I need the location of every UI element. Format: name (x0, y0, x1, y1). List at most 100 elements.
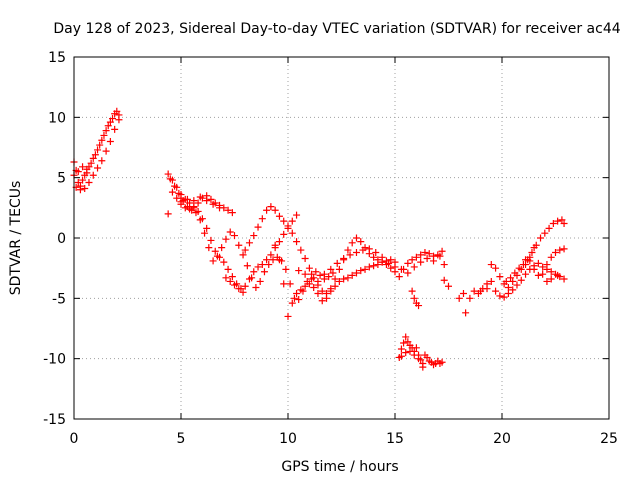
data-point-marker (318, 297, 326, 305)
x-tick-label: 15 (386, 431, 404, 447)
data-point-marker (263, 206, 271, 214)
y-tick-label: -10 (43, 352, 66, 368)
data-point-marker (438, 358, 446, 366)
data-point-marker (254, 263, 262, 271)
data-point-marker (515, 264, 523, 272)
y-tick-label: 5 (57, 171, 66, 187)
data-point-marker (543, 261, 551, 269)
series-arc-c (164, 188, 236, 218)
data-point-marker (275, 256, 283, 264)
data-point-marker (331, 282, 339, 290)
data-point-marker (534, 259, 542, 267)
data-point-marker (186, 199, 194, 207)
data-point-marker (331, 275, 339, 283)
data-point-marker (250, 268, 258, 276)
data-point-marker (252, 283, 260, 291)
data-point-marker (459, 290, 467, 298)
series-arc-early (70, 107, 123, 194)
data-point-marker (445, 282, 452, 290)
data-point-marker (85, 178, 93, 186)
data-point-marker (181, 204, 189, 212)
data-point-marker (554, 271, 562, 279)
data-point-marker (265, 261, 273, 269)
data-point-marker (235, 241, 243, 249)
data-point-marker (556, 246, 564, 254)
data-point-marker (271, 241, 279, 249)
data-point-marker (348, 271, 356, 279)
data-point-marker (218, 244, 226, 252)
data-point-marker (558, 216, 566, 224)
data-point-marker (267, 251, 275, 259)
data-point-marker (537, 234, 545, 242)
data-point-marker (104, 122, 112, 130)
data-point-marker (517, 276, 525, 284)
data-point-marker (402, 333, 410, 341)
data-point-marker (284, 222, 292, 230)
data-point-marker (440, 261, 448, 269)
data-point-marker (168, 188, 176, 196)
data-point-marker (492, 287, 500, 295)
data-point-marker (507, 274, 515, 282)
data-point-marker (305, 280, 313, 288)
data-point-marker (314, 277, 322, 285)
data-point-marker (346, 251, 354, 259)
data-point-marker (89, 154, 97, 162)
data-point-marker (522, 256, 530, 264)
data-point-marker (96, 141, 104, 149)
data-point-marker (196, 193, 204, 201)
y-tick-label: 10 (48, 110, 66, 126)
series-arc-f (295, 245, 452, 310)
y-tick-label: 15 (48, 50, 66, 66)
data-point-marker (213, 252, 221, 260)
data-point-marker (397, 352, 405, 360)
data-point-marker (374, 256, 382, 264)
data-point-marker (534, 271, 542, 279)
data-point-marker (522, 270, 530, 278)
data-point-marker (470, 287, 478, 295)
data-point-marker (297, 246, 305, 254)
data-point-marker (171, 182, 179, 190)
data-point-marker (504, 290, 512, 298)
data-point-marker (365, 263, 373, 271)
data-point-marker (79, 176, 87, 184)
data-point-marker (500, 293, 508, 301)
series-arc-i (477, 245, 568, 295)
x-axis-label: GPS time / hours (281, 459, 398, 475)
data-point-marker (340, 275, 348, 283)
data-point-marker (466, 294, 474, 302)
data-point-marker (323, 294, 331, 302)
data-point-marker (222, 235, 230, 243)
data-point-marker (115, 116, 123, 124)
data-point-marker (496, 292, 504, 300)
data-point-marker (436, 252, 444, 260)
data-point-marker (196, 216, 204, 224)
data-point-marker (87, 159, 95, 167)
data-point-marker (98, 136, 106, 144)
data-point-marker (370, 253, 378, 261)
data-point-marker (325, 273, 333, 281)
data-point-marker (245, 239, 253, 247)
y-tick-label: -5 (52, 291, 66, 307)
data-point-marker (415, 355, 423, 363)
series-arc-a (164, 170, 301, 293)
data-point-marker (209, 257, 217, 265)
data-point-marker (545, 224, 553, 232)
data-point-marker (207, 195, 215, 203)
data-point-marker (177, 198, 185, 206)
data-point-marker (560, 245, 568, 253)
data-point-marker (211, 247, 219, 255)
data-point-marker (297, 286, 305, 294)
data-point-marker (417, 251, 425, 259)
data-point-marker (203, 224, 211, 232)
data-point-marker (186, 205, 194, 213)
series-arc-h (455, 259, 568, 317)
data-point-marker (106, 118, 114, 126)
data-point-marker (282, 265, 290, 273)
data-point-marker (352, 269, 360, 277)
data-point-marker (207, 236, 215, 244)
data-point-marker (102, 127, 110, 135)
data-point-marker (430, 257, 438, 265)
data-point-marker (74, 168, 82, 176)
data-point-marker (511, 269, 519, 277)
series-arc-d (222, 203, 399, 298)
